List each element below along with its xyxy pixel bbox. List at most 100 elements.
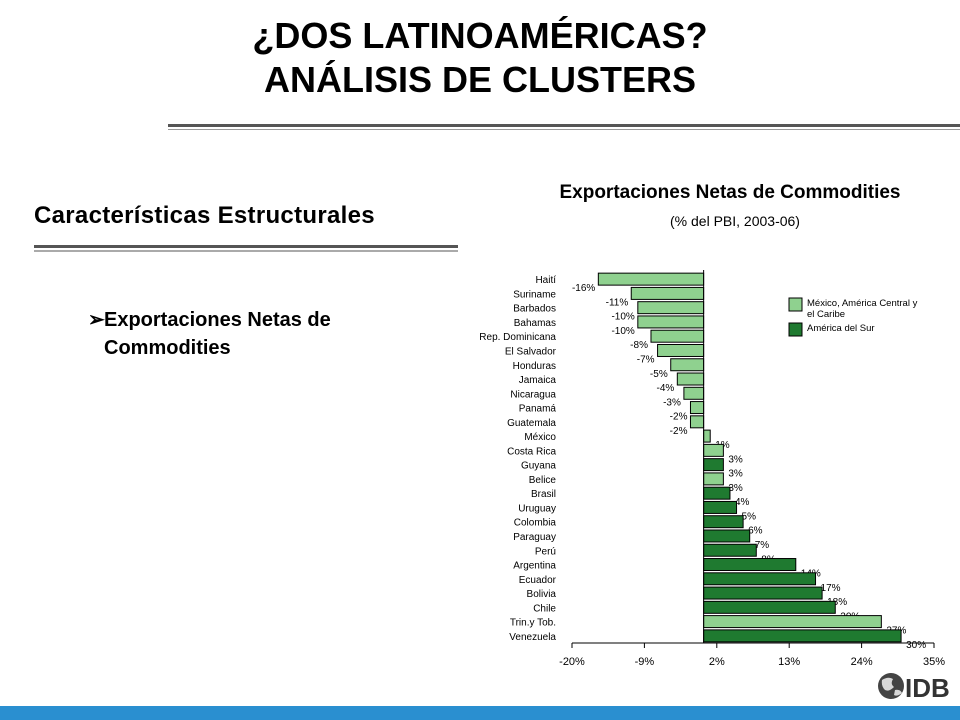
- logo-text: IDB: [905, 673, 950, 702]
- bar: [689, 415, 705, 429]
- bar: [637, 315, 705, 329]
- bar: [670, 358, 705, 372]
- data-label: 6%: [748, 526, 763, 537]
- bar: [703, 558, 797, 572]
- legend-label: México, América Central y: [807, 298, 918, 309]
- category-label: Venezuela: [509, 632, 556, 643]
- bar: [703, 615, 882, 629]
- data-label: 18%: [827, 597, 847, 608]
- category-label: Ecuador: [519, 575, 557, 586]
- category-label: Trin.y Tob.: [510, 618, 556, 629]
- bullet-text: Exportaciones Netas de Commodities: [104, 309, 331, 359]
- category-label: Colombia: [514, 518, 557, 529]
- category-label: Brasil: [531, 489, 556, 500]
- bar: [703, 600, 836, 614]
- bar: [703, 486, 731, 500]
- category-label: Honduras: [513, 361, 556, 372]
- bar: [703, 458, 724, 472]
- x-tick-label: 35%: [923, 656, 945, 668]
- idb-logo: IDB: [878, 673, 950, 702]
- category-label: Panamá: [519, 404, 557, 415]
- data-label: -3%: [663, 397, 681, 408]
- data-label: -16%: [572, 283, 595, 294]
- data-label: -7%: [637, 354, 655, 365]
- title-line-1: ¿DOS LATINOAMÉRICAS?: [252, 15, 708, 56]
- bar: [703, 543, 757, 557]
- category-label: Rep. Dominicana: [479, 332, 556, 343]
- bar: [637, 301, 705, 315]
- data-label: -11%: [606, 297, 629, 308]
- bottom-accent-bar: [0, 706, 960, 720]
- data-label: 5%: [742, 511, 757, 522]
- section-divider: [34, 245, 458, 248]
- bar: [703, 586, 823, 600]
- bar: [703, 529, 751, 543]
- category-label: Perú: [535, 546, 556, 557]
- category-label: Argentina: [513, 561, 556, 572]
- bar: [630, 286, 705, 300]
- chart-title: Exportaciones Netas de Commodities: [559, 182, 901, 203]
- bar: [703, 429, 711, 443]
- bar: [650, 329, 705, 343]
- data-label: -2%: [670, 412, 688, 423]
- section-heading: Características Estructurales: [34, 202, 375, 229]
- category-label: Suriname: [513, 289, 556, 300]
- data-label: 4%: [735, 497, 750, 508]
- data-label: -8%: [630, 340, 648, 351]
- bar: [703, 443, 724, 457]
- data-label: -10%: [611, 326, 634, 337]
- legend-label: América del Sur: [807, 323, 875, 334]
- globe-icon: [878, 673, 904, 699]
- bar: [657, 343, 705, 357]
- data-label: -4%: [657, 383, 675, 394]
- bar: [676, 372, 705, 386]
- data-label: 3%: [728, 483, 743, 494]
- x-tick-label: 13%: [778, 656, 800, 668]
- category-label: Guyana: [521, 461, 556, 472]
- category-label: Bahamas: [514, 318, 556, 329]
- data-label: -2%: [670, 426, 688, 437]
- bar: [689, 401, 705, 415]
- category-label: Belice: [529, 475, 557, 486]
- bar: [703, 472, 724, 486]
- bar: [703, 629, 902, 643]
- x-tick-label: 2%: [709, 656, 725, 668]
- category-label: Uruguay: [518, 503, 556, 514]
- x-tick-label: -20%: [559, 656, 585, 668]
- data-label: -10%: [611, 312, 634, 323]
- title-divider-thin: [168, 129, 960, 130]
- data-label: 3%: [728, 469, 743, 480]
- bar: [703, 500, 738, 514]
- category-label: Barbados: [513, 304, 556, 315]
- chart-subtitle: (% del PBI, 2003-06): [670, 213, 800, 229]
- bar: [597, 272, 705, 286]
- category-label: Guatemala: [507, 418, 556, 429]
- section-divider-thin: [34, 250, 458, 252]
- bar: [703, 515, 744, 529]
- category-label: Haití: [535, 275, 556, 286]
- data-label: 30%: [906, 640, 926, 651]
- data-label: -5%: [650, 369, 668, 380]
- category-label: México: [524, 432, 556, 443]
- bar: [683, 386, 705, 400]
- category-label: Paraguay: [513, 532, 556, 543]
- category-label: El Salvador: [505, 346, 557, 357]
- legend-swatch: [788, 322, 803, 337]
- data-label: 7%: [755, 540, 770, 551]
- category-label: Costa Rica: [507, 446, 556, 457]
- page-title: ¿DOS LATINOAMÉRICAS? ANÁLISIS DE CLUSTER…: [0, 14, 960, 102]
- category-label: Jamaica: [519, 375, 557, 386]
- title-divider: [168, 124, 960, 127]
- category-label: Bolivia: [527, 589, 557, 600]
- x-tick-label: 24%: [851, 656, 873, 668]
- data-label: 3%: [728, 454, 743, 465]
- arrow-bullet-icon: ➢: [88, 309, 105, 331]
- legend-label: el Caribe: [807, 309, 845, 320]
- title-line-2: ANÁLISIS DE CLUSTERS: [263, 59, 697, 100]
- bar: [703, 572, 817, 586]
- legend-swatch: [788, 297, 803, 312]
- x-tick-label: -9%: [635, 656, 655, 668]
- data-label: 17%: [821, 583, 841, 594]
- category-label: Chile: [533, 603, 556, 614]
